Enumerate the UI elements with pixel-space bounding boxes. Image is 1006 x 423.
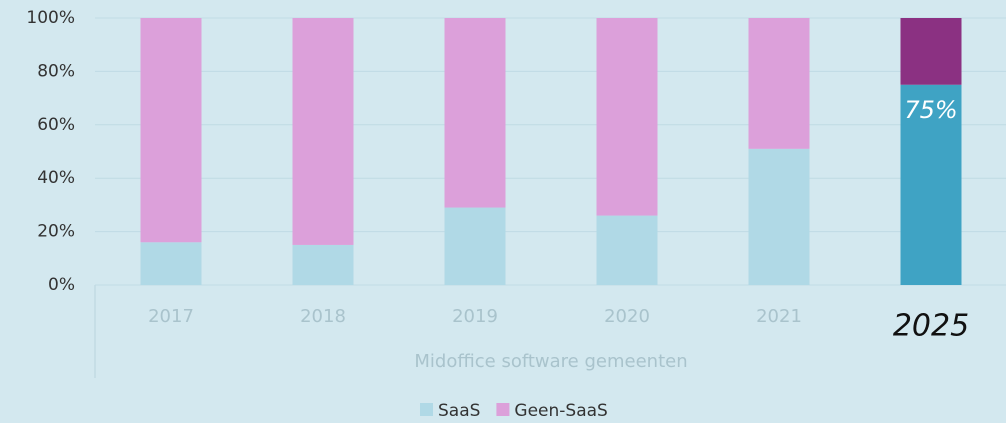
x-tick-label: 2025: [893, 309, 969, 344]
x-tick-label: 2019: [452, 306, 498, 327]
bar-segment: [444, 207, 506, 285]
bar-segment: [900, 18, 962, 85]
x-tick-label: 2017: [148, 306, 194, 327]
bar-segment: [292, 244, 354, 285]
bar-segment: [292, 18, 354, 245]
bar-segment: [596, 215, 658, 285]
x-tick-label: 2020: [604, 306, 650, 327]
bar-segment: [900, 84, 962, 285]
y-tick-label: 60%: [37, 115, 75, 135]
legend-swatch: [420, 403, 433, 416]
y-tick-label: 100%: [26, 8, 75, 28]
bar-segment: [748, 18, 810, 149]
legend-label: Geen-SaaS: [514, 401, 607, 421]
bar-segment: [596, 18, 658, 216]
legend-swatch: [496, 403, 510, 416]
bar-segment: [140, 242, 202, 285]
y-tick-label: 20%: [37, 222, 75, 242]
x-tick-label: 2018: [300, 306, 346, 327]
x-tick-label: 2021: [756, 306, 802, 327]
legend-label: SaaS: [438, 401, 480, 421]
y-tick-label: 40%: [37, 168, 75, 188]
y-tick-label: 80%: [37, 61, 75, 81]
y-tick-label: 0%: [48, 275, 75, 295]
value-label: 75%: [904, 96, 957, 124]
bar-segment: [140, 18, 202, 243]
x-axis-title: Midoffice software gemeenten: [414, 351, 687, 372]
bar-segment: [444, 18, 506, 208]
bar-segment: [748, 148, 810, 285]
